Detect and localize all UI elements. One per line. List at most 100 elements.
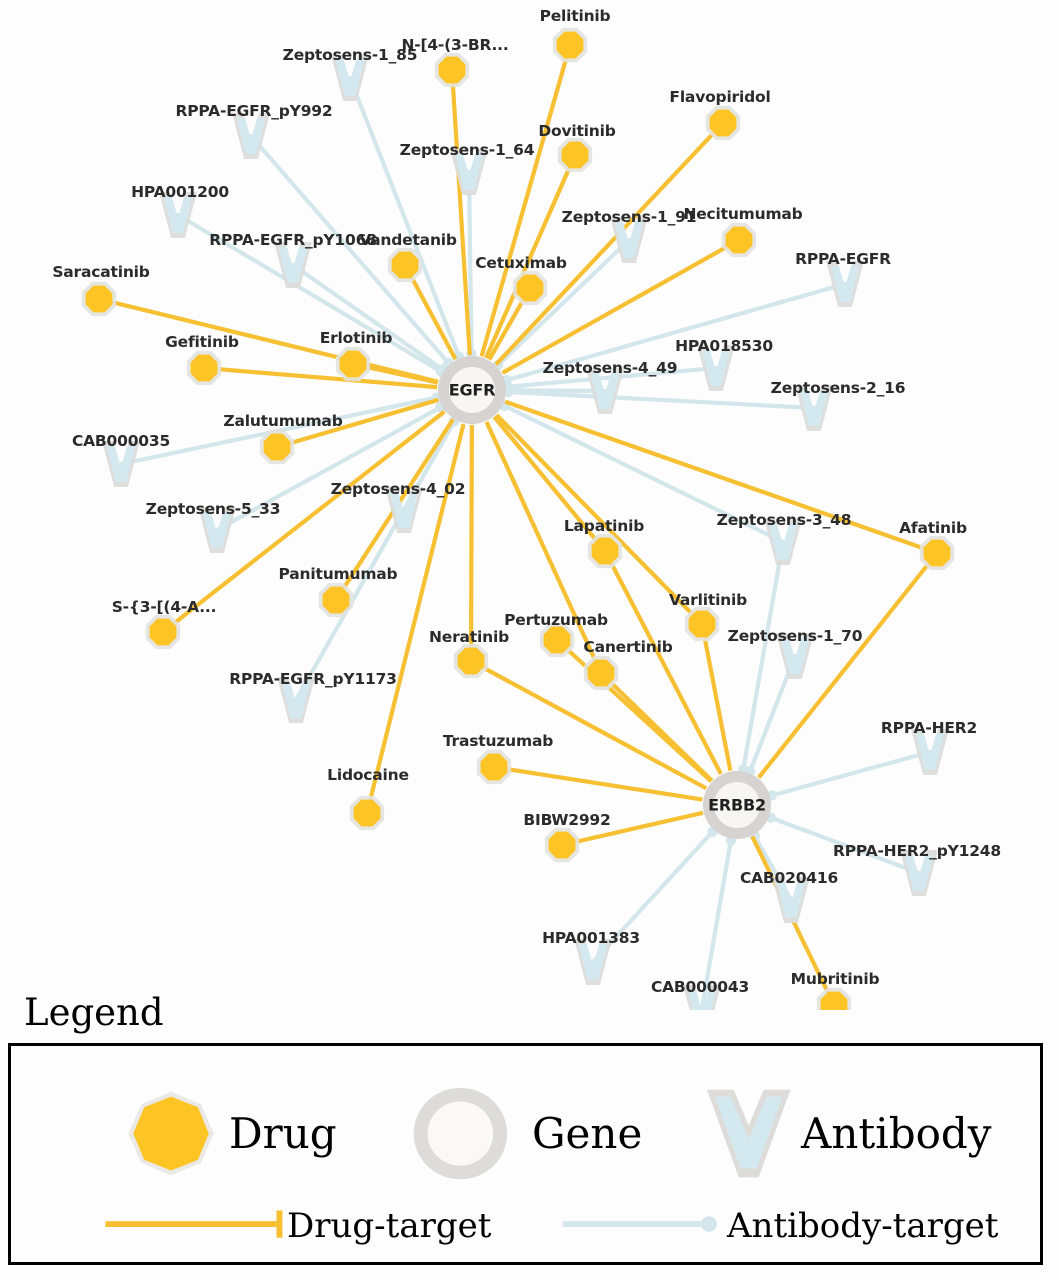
antibody-target-edge — [347, 75, 461, 359]
drug-target-edge — [561, 810, 704, 848]
drug-icon — [591, 537, 619, 565]
antibody-icon — [106, 446, 136, 482]
drug-node[interactable] — [186, 350, 222, 386]
legend-label-drug: Drug — [229, 1109, 337, 1158]
legend-drug-target-edge — [105, 1210, 283, 1238]
antibody-icon — [281, 682, 311, 718]
drug-target-edge — [504, 399, 938, 555]
drug-node[interactable] — [259, 429, 295, 465]
nodes-layer — [81, 27, 955, 1010]
antibody-icon — [202, 512, 232, 548]
drug-target-edge — [495, 413, 704, 626]
drug-icon — [516, 274, 544, 302]
drug-node[interactable] — [557, 137, 593, 173]
drug-icon — [709, 109, 737, 137]
drug-node[interactable] — [453, 643, 489, 679]
drug-target-edge — [479, 44, 573, 357]
drug-node[interactable] — [434, 52, 470, 88]
drug-node[interactable] — [684, 606, 720, 642]
drug-target-edge — [470, 659, 708, 791]
antibody-node[interactable] — [826, 261, 864, 307]
antibody-node[interactable] — [574, 939, 612, 985]
drug-node[interactable] — [552, 27, 588, 63]
antibody-icon — [780, 638, 810, 674]
drug-icon — [339, 350, 367, 378]
drug-node[interactable] — [705, 105, 741, 141]
antibody-icon — [163, 197, 193, 233]
drug-node[interactable] — [476, 749, 512, 785]
legend-title: Legend — [24, 991, 164, 1034]
antibody-node[interactable] — [776, 633, 814, 679]
legend-graphics — [105, 1087, 791, 1238]
antibody-target-edge — [505, 388, 608, 394]
drug-node[interactable] — [583, 655, 619, 691]
gene-fill — [449, 367, 495, 413]
antibody-icon — [578, 944, 608, 980]
antibody-node[interactable] — [795, 385, 833, 431]
drug-target-edge — [449, 69, 472, 356]
antibody-node[interactable] — [764, 519, 802, 565]
antibody-target-edge — [699, 838, 733, 1010]
legend-label-gene: Gene — [532, 1109, 643, 1158]
drug-target-edge — [492, 415, 607, 553]
legend: Legend — [0, 985, 1059, 1280]
drug-icon — [820, 991, 848, 1010]
drug-node[interactable] — [816, 987, 852, 1010]
drug-icon — [688, 610, 716, 638]
antibody-node[interactable] — [331, 55, 369, 101]
drug-node[interactable] — [512, 270, 548, 306]
drug-node[interactable] — [721, 222, 757, 258]
antibody-node[interactable] — [102, 441, 140, 487]
drug-icon — [190, 354, 218, 382]
gene-node-erbb2[interactable] — [703, 771, 771, 839]
drug-icon — [725, 226, 753, 254]
drug-icon — [561, 141, 589, 169]
drug-icon — [556, 31, 584, 59]
antibody-node[interactable] — [772, 877, 810, 923]
antibody-node[interactable] — [683, 985, 721, 1010]
drug-node[interactable] — [539, 622, 575, 658]
antibody-target-edge — [769, 749, 933, 798]
antibody-target-edge — [505, 389, 817, 411]
edges-layer — [98, 44, 939, 1010]
antibody-node[interactable] — [198, 507, 236, 553]
legend-label-drug-target: Drug-target — [287, 1206, 492, 1246]
antibody-node[interactable] — [610, 217, 648, 263]
drug-icon — [548, 831, 576, 859]
gene-node-egfr[interactable] — [438, 356, 506, 424]
drug-node[interactable] — [145, 614, 181, 650]
drug-node[interactable] — [587, 533, 623, 569]
antibody-node[interactable] — [385, 487, 423, 533]
antibody-icon — [904, 855, 934, 891]
drug-icon — [353, 799, 381, 827]
drug-node[interactable] — [318, 582, 354, 618]
antibody-node[interactable] — [697, 345, 735, 391]
antibody-icon — [776, 882, 806, 918]
antibody-node[interactable] — [274, 242, 312, 288]
drug-node[interactable] — [387, 247, 423, 283]
drug-node[interactable] — [544, 827, 580, 863]
antibody-node[interactable] — [277, 677, 315, 723]
antibody-target-edge — [741, 539, 786, 772]
antibody-target-edge — [214, 405, 443, 533]
drug-target-edge — [599, 671, 714, 783]
antibody-node[interactable] — [586, 368, 624, 414]
drug-target-edge — [699, 623, 733, 772]
legend-box: Drug Gene Antibody Drug-target Antibody-… — [8, 1043, 1043, 1265]
drug-icon — [322, 586, 350, 614]
drug-target-edge — [603, 550, 723, 775]
antibody-target-edge — [504, 281, 848, 383]
antibody-node[interactable] — [911, 729, 949, 775]
drug-node[interactable] — [335, 346, 371, 382]
antibody-icon — [915, 734, 945, 770]
antibody-node[interactable] — [450, 149, 488, 195]
drug-node[interactable] — [81, 281, 117, 317]
antibody-target-edge — [590, 829, 715, 965]
antibody-node[interactable] — [159, 192, 197, 238]
antibody-node[interactable] — [900, 850, 938, 896]
antibody-node[interactable] — [232, 113, 270, 159]
drug-node[interactable] — [919, 535, 955, 571]
drug-node[interactable] — [349, 795, 385, 831]
legend-label-antibody-target: Antibody-target — [727, 1206, 999, 1246]
